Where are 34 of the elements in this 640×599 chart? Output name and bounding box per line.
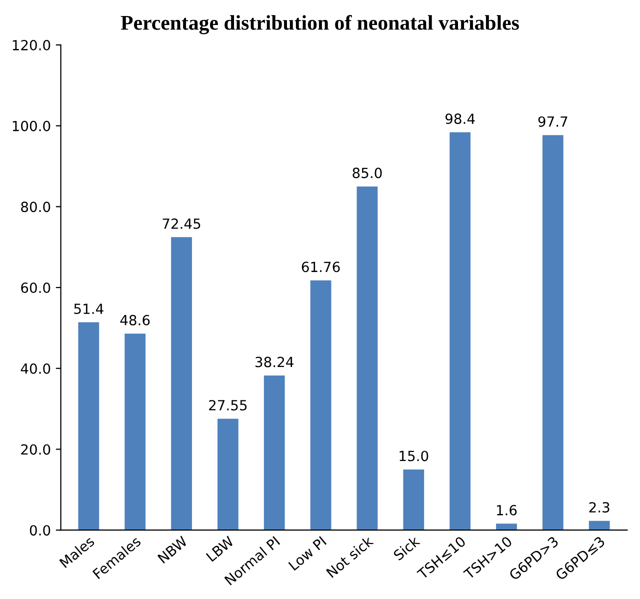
- data-label: 51.4: [74, 304, 104, 314]
- y-tick-label: 120.0: [12, 40, 50, 50]
- bar: [310, 280, 332, 530]
- bar: [356, 186, 378, 530]
- data-label: 1.6: [496, 504, 517, 516]
- y-tick-label: 100.0: [12, 120, 50, 132]
- y-tick-label: 40.0: [20, 363, 50, 374]
- bar: [171, 237, 192, 530]
- bar: [496, 524, 517, 530]
- chart-title: Percentage distribution of neonatal variables: [120, 14, 519, 34]
- y-tick-label: 20.0: [21, 444, 50, 455]
- bar: [542, 135, 564, 530]
- bar: [124, 334, 146, 530]
- y-tick-label: 0.0: [30, 525, 50, 536]
- bar: [403, 469, 424, 530]
- x-tick-label: Low PI: [288, 536, 327, 571]
- data-label: 98.4: [445, 114, 475, 124]
- data-label: 85.0: [352, 168, 382, 178]
- data-label: 15.0: [400, 450, 428, 462]
- bar: [450, 132, 471, 530]
- bar: [588, 520, 610, 530]
- data-label: 72.45: [162, 218, 200, 229]
- bar: [264, 376, 285, 530]
- data-label: 48.6: [120, 314, 150, 326]
- data-label: 38.24: [256, 356, 294, 368]
- data-label: 97.7: [538, 116, 568, 127]
- data-label: 2.3: [589, 502, 610, 513]
- y-tick-label: 60.0: [21, 282, 50, 293]
- data-label: 27.55: [209, 400, 247, 410]
- bar: [217, 418, 238, 530]
- y-tick-label: 80.0: [21, 202, 50, 212]
- bar: [78, 322, 100, 530]
- x-tick-label: Not sick: [326, 535, 374, 578]
- data-label: 61.76: [302, 262, 340, 272]
